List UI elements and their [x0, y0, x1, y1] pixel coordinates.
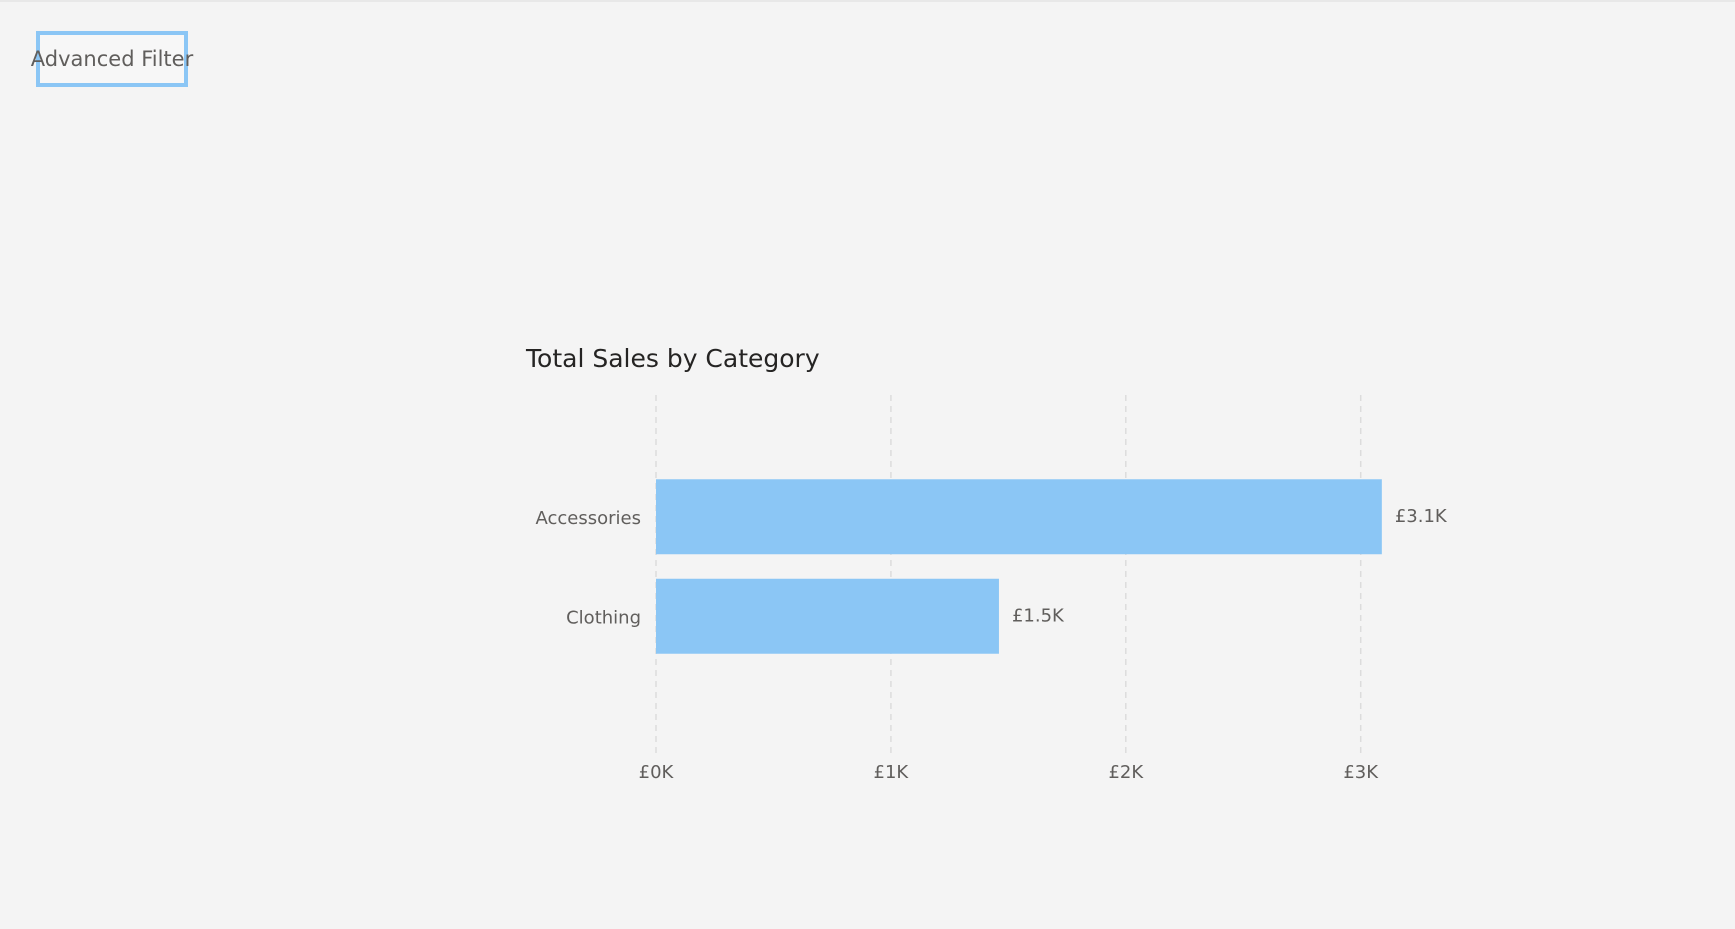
data-label: £1.5K: [1012, 605, 1065, 626]
x-tick-label: £2K: [1108, 762, 1144, 783]
y-tick-label: Clothing: [566, 607, 641, 628]
y-tick-label: Accessories: [536, 508, 642, 529]
bar: [656, 479, 1382, 555]
x-tick-label: £0K: [639, 762, 675, 783]
x-tick-label: £3K: [1343, 762, 1379, 783]
bar: [656, 578, 999, 654]
data-label: £3.1K: [1395, 506, 1448, 527]
advanced-filter-button[interactable]: Advanced Filter: [31, 31, 193, 87]
x-tick-label: £1K: [874, 762, 910, 783]
chart-title: Total Sales by Category: [525, 344, 820, 373]
